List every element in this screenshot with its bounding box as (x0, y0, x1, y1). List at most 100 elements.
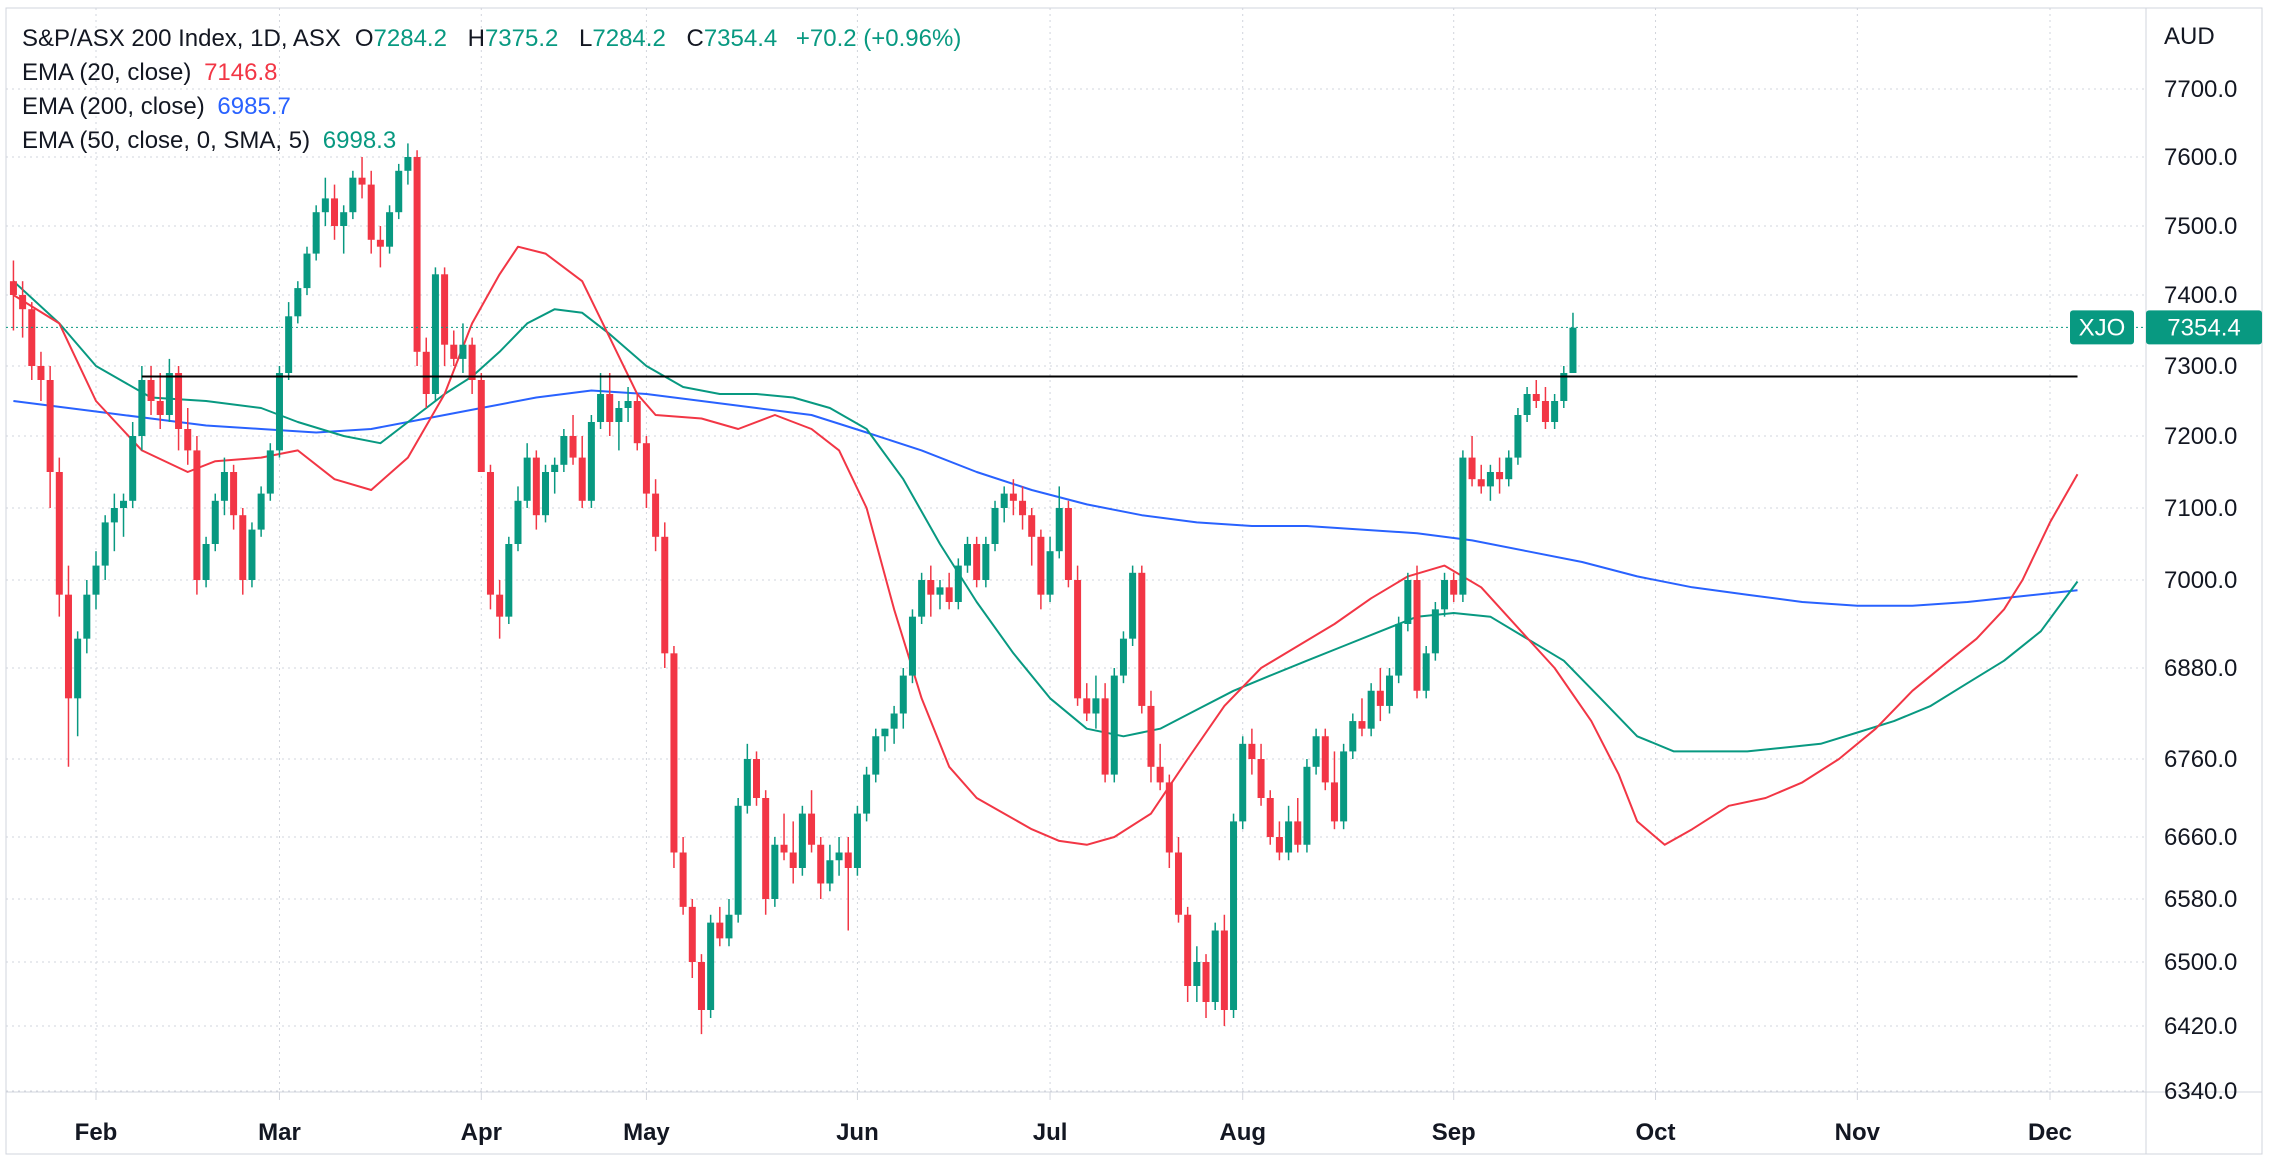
candle-body (1560, 373, 1568, 401)
candle (688, 899, 696, 978)
candle (450, 330, 458, 366)
candle-body (697, 962, 705, 1010)
candle (1009, 479, 1017, 516)
candle (1441, 572, 1449, 617)
candle-body (1211, 930, 1219, 1002)
candle-body (331, 198, 339, 226)
candle (560, 429, 568, 472)
candle (1220, 914, 1228, 1026)
candle (376, 226, 384, 268)
price-axis[interactable]: AUD 6340.0 6420.0 6500.0 6580.0 6660.0 6760.0 6… (2164, 23, 2237, 1105)
candle-body (716, 922, 724, 939)
y-tick-label: 7300.0 (2164, 353, 2237, 380)
candle-body (679, 852, 687, 907)
candle (1486, 464, 1494, 501)
candle-body (1551, 401, 1559, 422)
candle (1569, 312, 1577, 373)
y-tick-label: 6880.0 (2164, 655, 2237, 682)
candle (624, 387, 632, 422)
candle (1239, 736, 1247, 830)
candle-body (890, 713, 898, 729)
candle (890, 705, 898, 744)
candle (899, 668, 907, 729)
candle-body (542, 472, 550, 516)
candle (220, 457, 228, 516)
candle (789, 821, 797, 884)
candle (1294, 798, 1302, 853)
candle-body (1028, 515, 1036, 537)
candle-body (1569, 327, 1577, 373)
ema200-line (13, 389, 2078, 607)
candle (1019, 486, 1027, 530)
candle (1385, 668, 1393, 714)
candle-body (1257, 759, 1265, 798)
candle (1496, 457, 1504, 494)
candle-body (569, 436, 577, 458)
candle-body (1367, 690, 1375, 729)
y-tick-label: 7000.0 (2164, 567, 2237, 594)
candle (1248, 728, 1256, 775)
candle-body (1303, 766, 1311, 845)
candle-body (1000, 493, 1008, 508)
legend-ema200-value: 6985.7 (217, 93, 291, 120)
candle (1422, 646, 1430, 699)
candle-body (918, 580, 926, 617)
time-axis[interactable]: Feb Mar Apr May Jun Jul Aug Sep Oct Nov Dec (75, 1092, 2072, 1146)
symbol-tag[interactable] (2070, 310, 2134, 345)
price-tag[interactable] (2146, 310, 2262, 345)
x-tick-label: Oct (1636, 1119, 1676, 1146)
legend-high: 7375.2 (484, 25, 559, 52)
candle-body (321, 198, 329, 213)
candle (468, 337, 476, 394)
x-tick-label: Nov (1835, 1119, 1881, 1146)
ema50-layer (12, 280, 2079, 753)
legend-ema200-row[interactable]: EMA (200, close) 6985.7 (22, 90, 961, 124)
candle (1541, 387, 1549, 429)
candle (1477, 464, 1485, 494)
legend-ema50-label: EMA (50, close, 0, SMA, 5) (22, 127, 311, 154)
candle-body (1101, 698, 1109, 775)
candle-body (1541, 401, 1549, 422)
candle (1092, 675, 1100, 729)
candle-body (138, 380, 146, 436)
candle (1459, 450, 1467, 602)
ema20-layer (12, 245, 2079, 846)
candle (982, 536, 990, 588)
legend-ema20-row[interactable]: EMA (20, close) 7146.8 (22, 56, 961, 90)
candle (165, 358, 173, 422)
candle (1257, 743, 1265, 806)
candle-body (1119, 638, 1127, 676)
candle-body (1055, 508, 1063, 552)
candle (331, 184, 339, 240)
legend-ema50-row[interactable]: EMA (50, close, 0, SMA, 5) 6998.3 (22, 124, 961, 158)
candle (872, 728, 880, 783)
y-tick-label: 6580.0 (2164, 886, 2237, 913)
candle-body (275, 373, 283, 451)
candle (83, 580, 91, 654)
candle (743, 743, 751, 814)
candle-body (110, 508, 118, 523)
legend-symbol-row[interactable]: S&P/ASX 200 Index, 1D, ASX O7284.2 H7375.… (22, 22, 961, 56)
candle-body (230, 472, 238, 516)
candle (918, 572, 926, 624)
candle (945, 572, 953, 610)
candle (587, 415, 595, 508)
candle (120, 493, 128, 537)
candle-body (1514, 415, 1522, 458)
y-tick-label: 7100.0 (2164, 495, 2237, 522)
candle-body (1294, 821, 1302, 845)
candle-body (1037, 536, 1045, 595)
currency-label: AUD (2164, 23, 2215, 50)
candle (1532, 380, 1540, 408)
candle-body (294, 288, 302, 317)
candle-body (1441, 580, 1449, 610)
candle (477, 373, 485, 472)
candle-body (1184, 914, 1192, 986)
candle (156, 373, 164, 429)
candle (1404, 572, 1412, 632)
candle (1046, 536, 1054, 602)
candle-body (147, 380, 155, 401)
candle (798, 805, 806, 876)
candle (496, 580, 504, 639)
